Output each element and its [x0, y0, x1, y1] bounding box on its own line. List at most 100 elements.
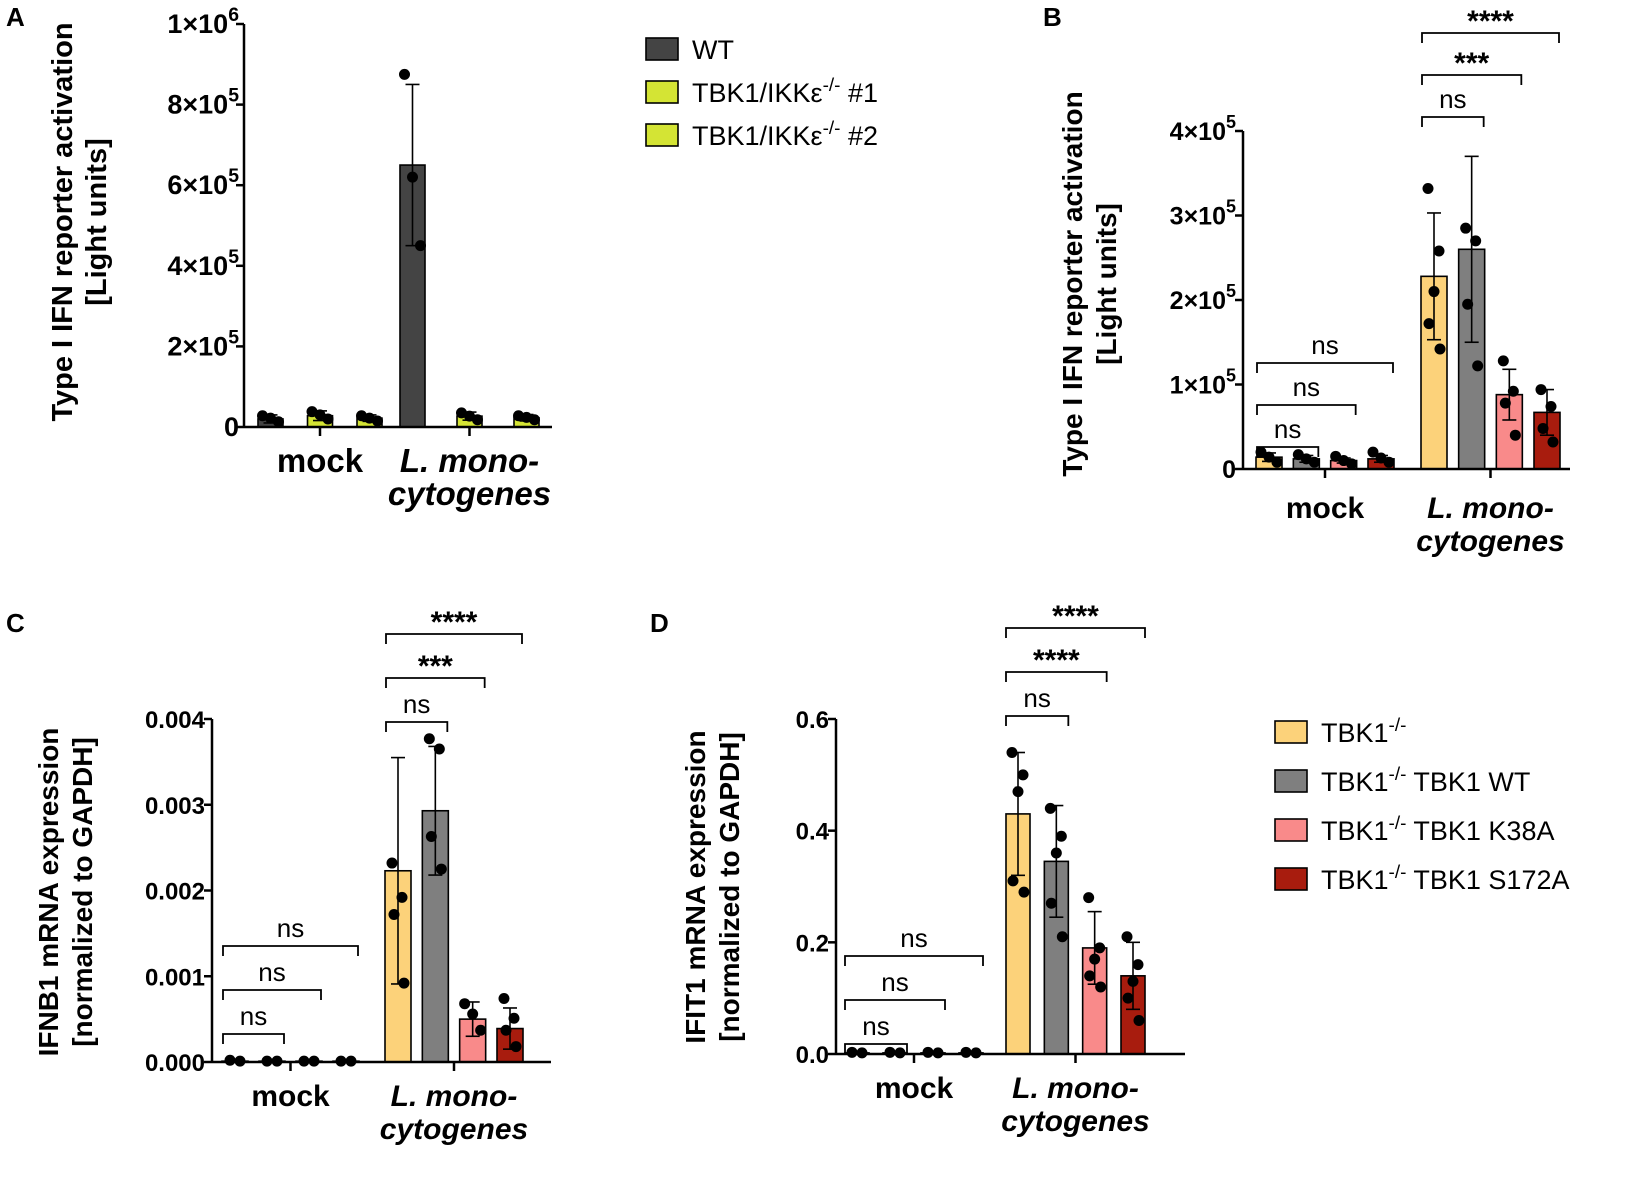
data-point — [846, 1046, 858, 1058]
significance-bracket — [385, 633, 523, 644]
y-tick-label: 0.2 — [796, 930, 829, 957]
legend-suffix: TBK1 WT — [1406, 767, 1530, 797]
legend-text: TBK1/IKKε — [692, 121, 823, 151]
legend-label: TBK1-/- — [1321, 715, 1406, 748]
panel-d: D IFIT1 mRNA expression [normalized to GAP… — [650, 600, 1185, 1138]
legend-suffix: #1 — [840, 78, 878, 108]
data-point — [1083, 892, 1095, 904]
data-point — [1423, 318, 1435, 330]
data-point — [372, 415, 383, 427]
significance-label: ns — [1023, 683, 1050, 713]
y-tick-mantissa: 0.0 — [796, 1042, 829, 1069]
data-point — [1127, 975, 1139, 987]
data-point — [399, 68, 410, 80]
data-point — [425, 830, 437, 842]
legend-text: TBK1 — [1321, 816, 1389, 846]
data-point — [398, 977, 410, 989]
significance-bracket — [1256, 404, 1357, 415]
data-point — [1012, 786, 1024, 798]
data-point — [459, 998, 471, 1010]
legend-superscript: -/- — [1389, 862, 1407, 883]
significance-bracket — [1421, 116, 1485, 127]
y-tick-label: 8×105 — [167, 85, 239, 120]
data-point — [510, 1041, 522, 1053]
data-point — [1263, 451, 1275, 463]
data-point — [1050, 847, 1062, 859]
panel-c: C IFNB1 mRNA expression [normalized to GAP… — [6, 606, 551, 1146]
legend-swatch — [1274, 769, 1308, 793]
y-tick-label: 3×105 — [1170, 197, 1236, 231]
y-axis-label-unit: [normalized to GAPDH] — [67, 737, 98, 1047]
y-tick-exponent: 5 — [1226, 197, 1236, 217]
data-point — [1547, 436, 1559, 448]
data-point — [1122, 992, 1134, 1004]
significance-label: ns — [862, 1011, 889, 1041]
y-tick-mantissa: 0.6 — [796, 707, 829, 734]
significance-bracket — [1005, 627, 1146, 638]
legend-superscript: -/- — [1389, 764, 1407, 785]
data-point — [1472, 360, 1484, 372]
significance-label: ns — [258, 957, 285, 987]
legend-suffix: TBK1 S172A — [1406, 865, 1569, 895]
y-axis-label-unit: [Light units] — [81, 138, 113, 306]
data-point — [1055, 830, 1067, 842]
data-point — [415, 240, 426, 252]
data-point — [1367, 446, 1379, 458]
significance-bracket — [844, 955, 984, 966]
y-tick-mantissa: 2×10 — [167, 331, 228, 361]
significance-label: **** — [1467, 5, 1514, 38]
data-point — [1056, 931, 1068, 943]
x-group-label: mock — [875, 1072, 954, 1105]
significance-bracket — [1421, 32, 1560, 43]
data-point — [1535, 384, 1547, 396]
data-point — [500, 1024, 512, 1036]
legend-label: TBK1-/- TBK1 K38A — [1321, 813, 1554, 846]
y-tick-label: 4×105 — [167, 246, 239, 281]
x-group-label: L. mono- — [1427, 492, 1554, 525]
y-tick-mantissa: 0 — [224, 412, 239, 442]
significance-label: **** — [1033, 644, 1080, 677]
legend-label: TBK1-/- TBK1 WT — [1321, 764, 1530, 797]
data-point — [1089, 953, 1101, 965]
y-tick-label: 2×105 — [1170, 281, 1236, 315]
significance-bracket — [844, 999, 946, 1010]
data-point — [322, 413, 334, 425]
y-tick-label: 0.4 — [796, 819, 830, 846]
y-tick-label: 0.002 — [145, 879, 205, 906]
data-point — [1132, 959, 1144, 971]
legend-text: TBK1 — [1321, 865, 1389, 895]
legend-label: TBK1/IKKε-/- #1 — [692, 75, 878, 108]
data-point — [1499, 397, 1511, 409]
data-point — [1017, 769, 1029, 781]
significance-bracket — [1256, 362, 1394, 373]
data-point — [1545, 400, 1557, 412]
significance-bracket — [1005, 715, 1070, 726]
x-group-label-line2: cytogenes — [1416, 525, 1564, 558]
data-point — [433, 743, 445, 755]
y-tick-label: 0.000 — [145, 1050, 205, 1077]
significance-label: ns — [900, 923, 927, 953]
y-axis-label: IFIT1 mRNA expression — [680, 730, 711, 1043]
x-group-label: L. mono- — [391, 1080, 518, 1113]
y-tick-mantissa: 0.001 — [145, 964, 205, 991]
data-point — [1497, 355, 1509, 367]
y-tick-label: 4×105 — [1170, 112, 1236, 146]
panel-a: A Type I IFN reporter activation [Light un… — [6, 2, 552, 512]
y-tick-mantissa: 0.004 — [145, 707, 206, 734]
data-point — [1460, 222, 1472, 234]
legend-swatch — [1274, 818, 1308, 842]
significance-label: *** — [1454, 47, 1489, 80]
data-point — [386, 857, 398, 869]
data-point — [1462, 298, 1474, 310]
data-point — [1509, 429, 1521, 441]
y-tick-label: 0 — [1222, 456, 1236, 484]
x-group-label: mock — [251, 1080, 330, 1113]
panel-letter: B — [1043, 2, 1062, 32]
legend-text: TBK1 — [1321, 718, 1389, 748]
x-group-label-line2: cytogenes — [380, 1113, 528, 1146]
legend-swatch — [645, 37, 679, 61]
legend-label: TBK1/IKKε-/- #2 — [692, 118, 878, 151]
x-group-label-line2: cytogenes — [388, 475, 551, 512]
